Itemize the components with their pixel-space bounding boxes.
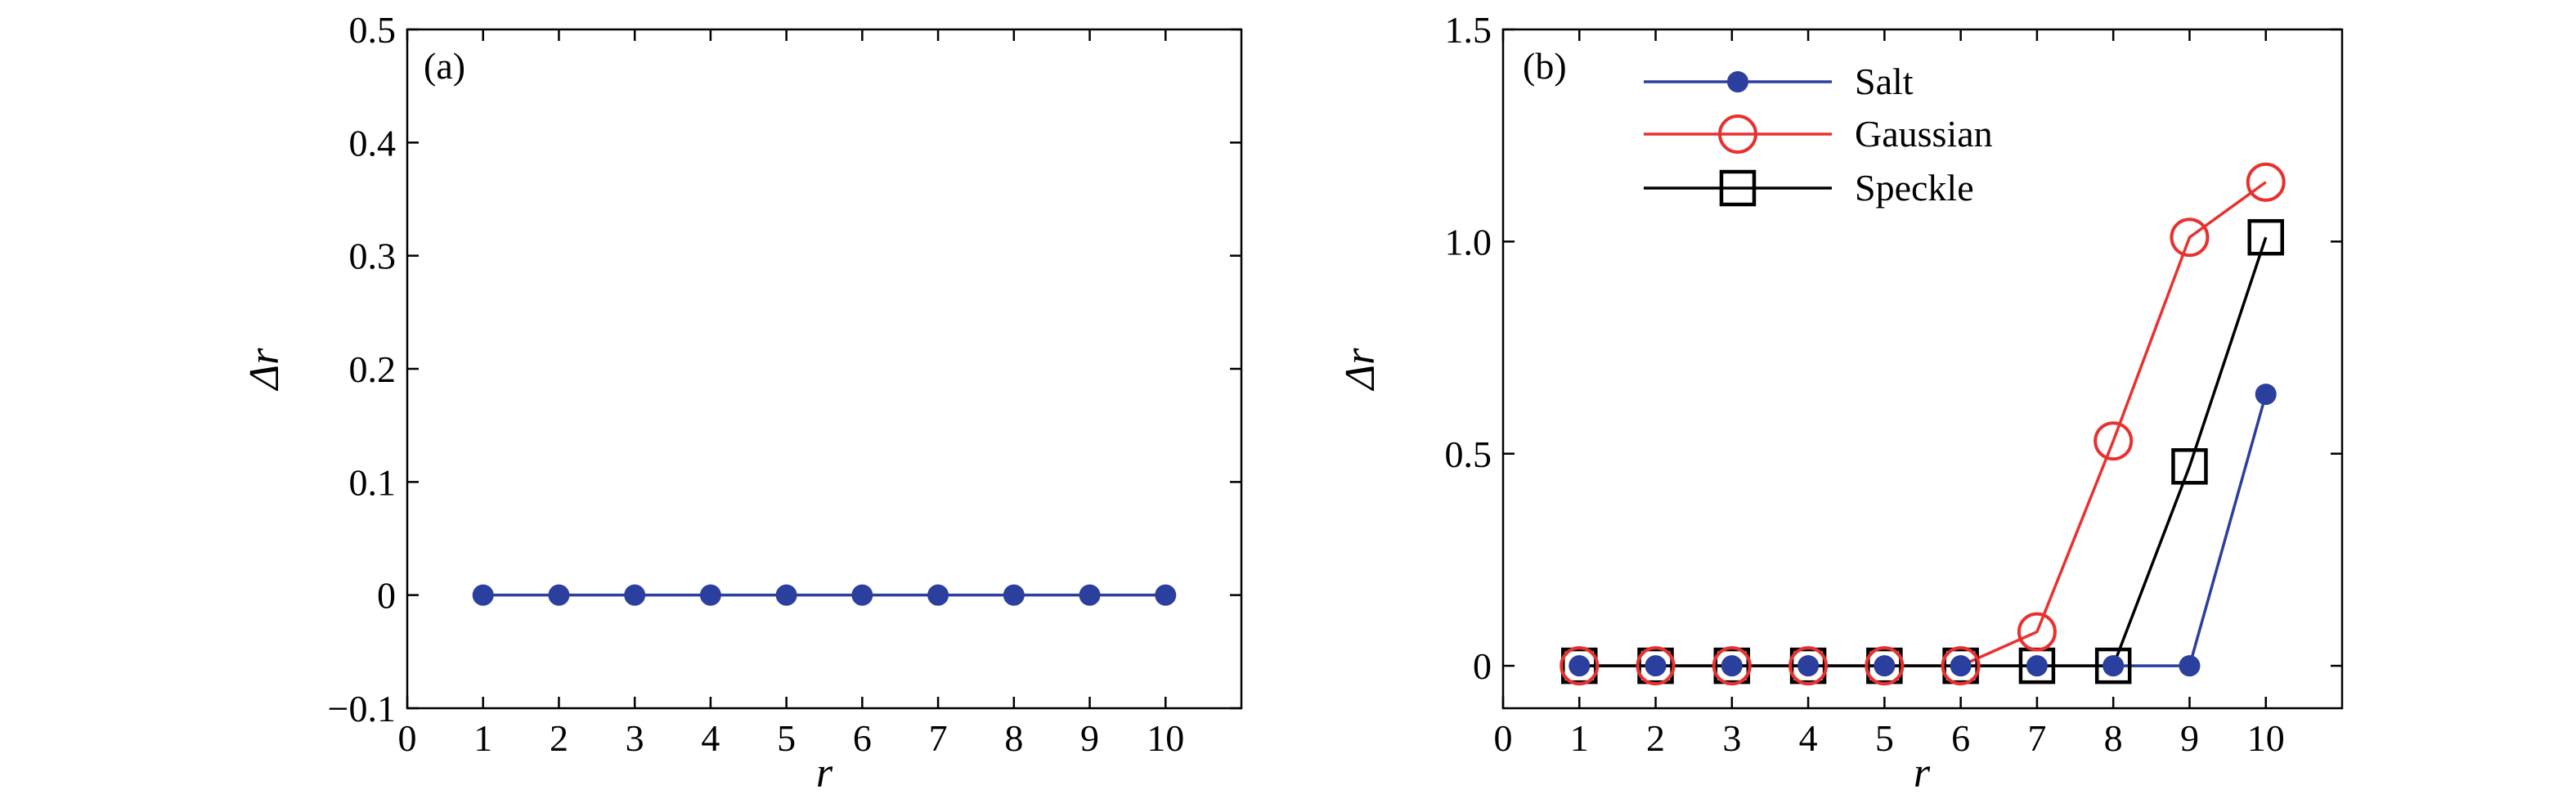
x-tick-label: 8 <box>1004 717 1023 759</box>
salt-point <box>1950 655 1972 677</box>
gaussian-point <box>1636 646 1676 686</box>
salt-point <box>1645 655 1667 677</box>
panel-a: (a) r Δr 0 1 2 3 4 5 6 7 8 9 10 −0.100.10.20.30.40… <box>241 9 1243 797</box>
x-tick-label: 4 <box>1799 717 1818 759</box>
panel-label-b: (b) <box>1523 45 1567 87</box>
salt-point <box>1721 655 1743 677</box>
x-tick-label: 7 <box>929 717 948 759</box>
legend-marker-gaussian <box>1718 114 1757 154</box>
speckle-point <box>2171 448 2208 485</box>
series-group-a <box>472 584 1177 606</box>
legend: Salt Gaussian Speckle <box>1644 61 1993 209</box>
x-tick-label: 8 <box>2104 717 2123 759</box>
gaussian-point <box>2170 218 2210 258</box>
panel-b: (b) r Δr 0 1 2 3 4 5 6 7 8 9 10 0 0.5 1.0 1.5 Salt Gau… <box>1337 9 2344 797</box>
salt-point <box>2103 655 2125 677</box>
y-tick-label: 0.5 <box>1445 433 1492 475</box>
x-tick-label: 10 <box>1147 717 1184 759</box>
series-point <box>624 584 646 606</box>
salt-point <box>1797 655 1820 677</box>
x-ticks-a: 0 1 2 3 4 5 6 7 8 9 10 <box>398 29 1184 759</box>
series-group-b <box>1560 162 2286 686</box>
y-axis-label-b: Δr <box>1337 348 1384 392</box>
gaussian-point <box>2094 421 2134 461</box>
y-tick-label: 1.5 <box>1445 9 1492 51</box>
speckle-point <box>2094 647 2132 685</box>
legend-item-speckle: Speckle <box>1644 167 1974 209</box>
panel-label-a: (a) <box>424 45 465 87</box>
series-point <box>775 584 797 606</box>
plot-area-frame-b <box>1501 28 2344 710</box>
x-ticks-b: 0 1 2 3 4 5 6 7 8 9 10 <box>1494 29 2285 759</box>
y-tick-label: 1.0 <box>1445 221 1492 263</box>
x-tick-label: 2 <box>550 717 568 759</box>
legend-marker-salt <box>1727 71 1748 92</box>
gaussian-point <box>1788 646 1829 686</box>
y-tick-label: 0 <box>1473 645 1492 687</box>
x-tick-label: 4 <box>701 717 720 759</box>
legend-label-gaussian: Gaussian <box>1855 113 1993 155</box>
y-ticks-b: 0 0.5 1.0 1.5 <box>1445 9 2342 687</box>
x-tick-label: 3 <box>626 717 644 759</box>
speckle-line <box>1579 236 2268 667</box>
legend-item-gaussian: Gaussian <box>1644 113 1993 155</box>
salt-point <box>1874 655 1896 677</box>
salt-point <box>2179 655 2201 677</box>
x-tick-label: 0 <box>398 717 417 759</box>
gaussian-point <box>1560 646 1600 686</box>
y-tick-label: 0.4 <box>349 122 397 164</box>
legend-label-salt: Salt <box>1855 61 1914 102</box>
x-tick-label: 9 <box>1080 717 1099 759</box>
legend-marker-speckle <box>1719 169 1757 207</box>
legend-item-salt: Salt <box>1644 61 1914 102</box>
plot-area-frame-a <box>406 28 1243 710</box>
y-tick-label: 0.3 <box>349 236 397 277</box>
gaussian-line <box>1579 181 2267 667</box>
speckle-point <box>2247 218 2284 256</box>
salt-point <box>2255 384 2277 406</box>
gaussian-point <box>2017 612 2057 652</box>
y-ticks-a: −0.1 0 0.1 0.2 0.3 0.4 0.5 <box>328 9 1241 729</box>
series-point <box>1155 584 1177 606</box>
gaussian-point <box>1865 646 1905 686</box>
x-tick-label: 1 <box>473 717 492 759</box>
salt-point <box>1568 655 1591 677</box>
gaussian-point <box>2246 162 2286 202</box>
series-point <box>1003 584 1025 606</box>
x-tick-label: 3 <box>1722 717 1741 759</box>
series-point <box>548 584 570 606</box>
x-tick-label: 6 <box>1951 717 1970 759</box>
x-tick-label: 9 <box>2180 717 2199 759</box>
x-tick-label: 2 <box>1646 717 1665 759</box>
x-axis-label-b: r <box>1914 750 1931 797</box>
x-tick-label: 7 <box>2027 717 2046 759</box>
y-axis-label-a: Δr <box>241 348 288 392</box>
series-point <box>699 584 721 606</box>
y-tick-label: 0.5 <box>349 9 397 51</box>
legend-label-speckle: Speckle <box>1855 167 1974 209</box>
series-point <box>472 584 494 606</box>
x-tick-label: 5 <box>1875 717 1894 759</box>
gaussian-point <box>1712 646 1752 686</box>
y-tick-label: 0.1 <box>349 461 397 503</box>
y-tick-label: −0.1 <box>328 688 396 729</box>
series-point <box>851 584 873 606</box>
salt-line <box>1579 393 2268 667</box>
x-tick-label: 6 <box>853 717 872 759</box>
x-axis-label-a: r <box>816 750 833 797</box>
x-tick-label: 0 <box>1494 717 1513 759</box>
x-tick-label: 5 <box>777 717 796 759</box>
salt-point <box>2026 655 2048 677</box>
y-tick-label: 0.2 <box>349 348 397 390</box>
y-tick-label: 0 <box>377 575 396 617</box>
series-point <box>927 584 949 606</box>
x-tick-label: 10 <box>2247 717 2285 759</box>
series-point <box>1079 584 1101 606</box>
x-tick-label: 1 <box>1570 717 1589 759</box>
gaussian-point <box>1941 646 1981 686</box>
